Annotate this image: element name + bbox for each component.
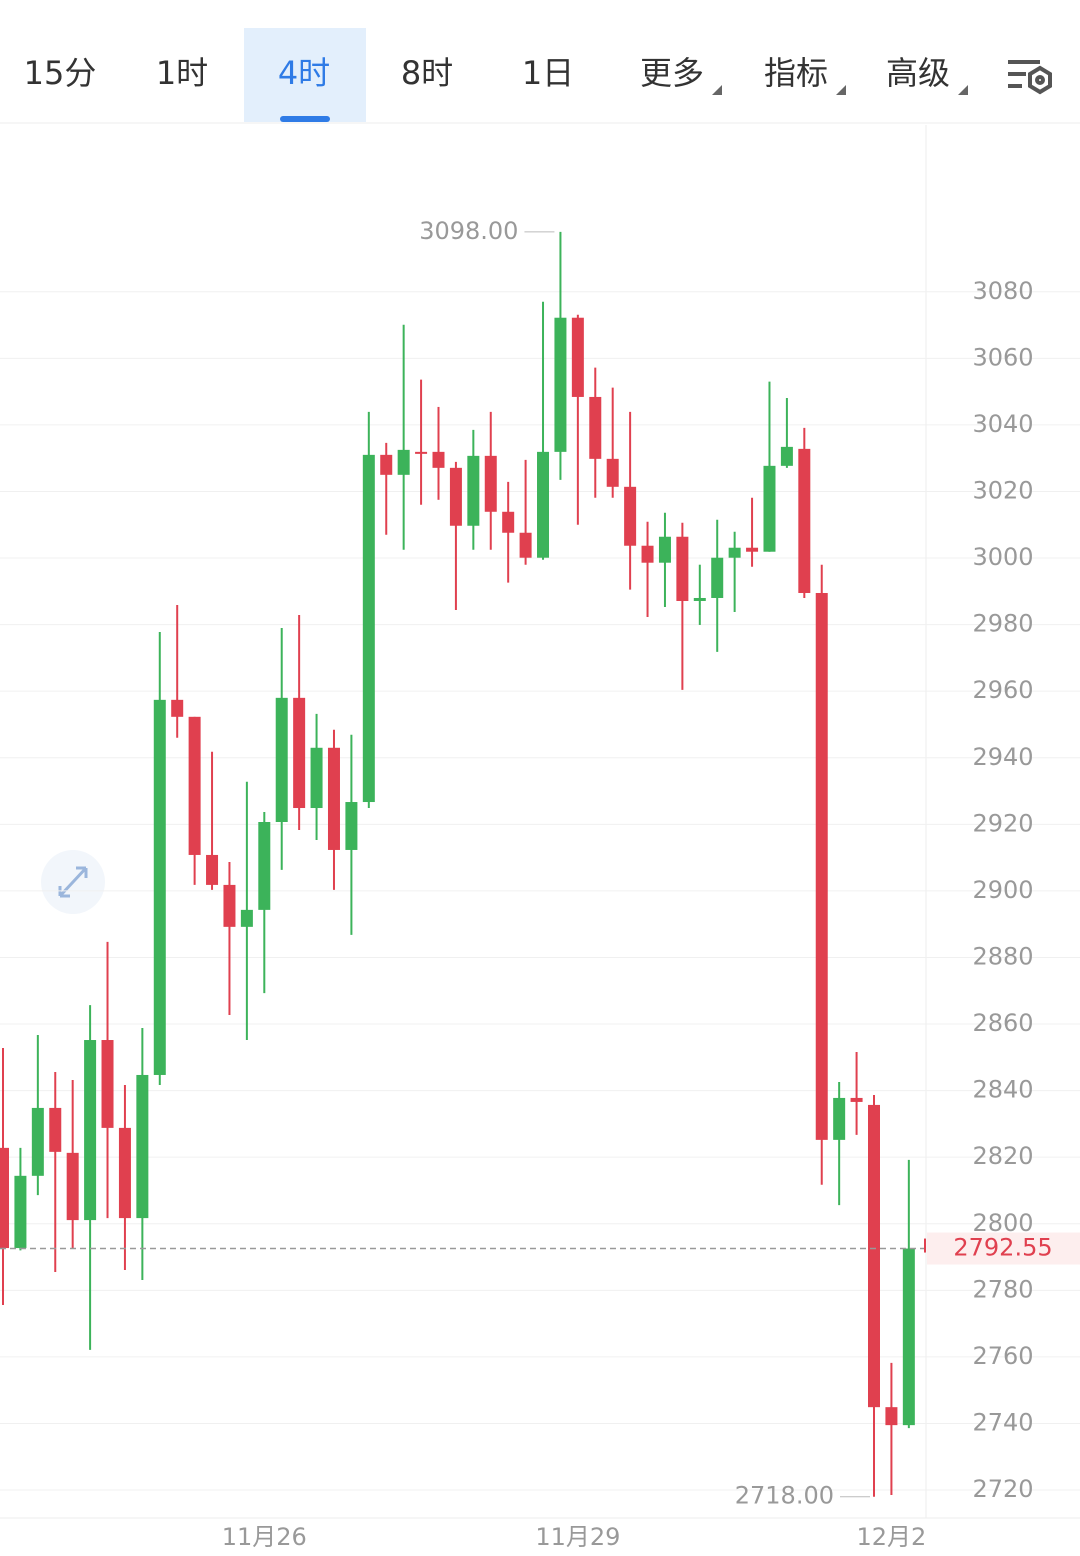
y-tick-label: 2840 — [972, 1076, 1033, 1104]
candle-body — [850, 1097, 863, 1102]
candle-body — [14, 1175, 27, 1249]
candle-body — [310, 747, 323, 809]
x-tick-label: 11月29 — [535, 1523, 620, 1551]
x-tick-label: 12月2 — [857, 1523, 927, 1551]
candle-body — [763, 465, 776, 552]
y-tick-label: 2860 — [972, 1009, 1033, 1037]
tab[interactable]: 指标 — [764, 54, 828, 92]
candle-body — [885, 1407, 898, 1426]
candle-body — [624, 486, 637, 546]
y-tick-label: 2940 — [972, 743, 1033, 771]
y-tick-label: 3080 — [972, 277, 1033, 305]
candle-body — [711, 557, 724, 598]
candle-body — [815, 592, 828, 1140]
y-tick-label: 2920 — [972, 809, 1033, 837]
candle-body — [345, 802, 358, 850]
candle-body — [136, 1074, 149, 1219]
candle-body — [432, 451, 445, 468]
y-tick-label: 2880 — [972, 942, 1033, 970]
x-tick-label: 11月26 — [222, 1523, 307, 1551]
y-tick-label: 3000 — [972, 543, 1033, 571]
candle-body — [206, 854, 219, 885]
candle-body — [31, 1107, 44, 1176]
y-tick-label: 2900 — [972, 876, 1033, 904]
tab[interactable]: 15分 — [24, 54, 97, 92]
candle-body — [171, 699, 184, 717]
last-price-box — [927, 1232, 1080, 1265]
candle-body — [415, 451, 428, 454]
y-tick-label: 2980 — [972, 610, 1033, 638]
y-tick-label: 2780 — [972, 1275, 1033, 1303]
candle-body — [449, 467, 462, 526]
y-tick-label: 2760 — [972, 1342, 1033, 1370]
candle-body — [537, 451, 550, 558]
y-tick-label: 2740 — [972, 1408, 1033, 1436]
tab[interactable]: 1时 — [156, 54, 208, 92]
tab[interactable]: 8时 — [401, 54, 453, 92]
candle-body — [223, 884, 236, 927]
settings-icon[interactable] — [1008, 60, 1052, 95]
candle-body — [362, 454, 375, 803]
candle-body — [606, 458, 619, 487]
candle-body — [746, 547, 759, 552]
tab[interactable]: 高级 — [886, 54, 950, 92]
candle-body — [554, 317, 567, 452]
candle-body — [833, 1097, 846, 1140]
candle-body — [571, 317, 584, 397]
candle-body — [327, 747, 340, 850]
candle-body — [118, 1127, 131, 1219]
low-marker-label: 2718.00 — [735, 1482, 834, 1510]
tab[interactable]: 更多 — [640, 54, 704, 92]
high-marker-label: 3098.00 — [419, 217, 518, 245]
candle-body — [293, 697, 306, 809]
tab[interactable]: 4时 — [278, 54, 330, 92]
candle-body — [658, 536, 671, 563]
dropdown-arrows — [712, 85, 968, 95]
y-tick-label: 2720 — [972, 1475, 1033, 1503]
candle-body — [502, 511, 515, 533]
candle-body — [519, 532, 532, 558]
candle-body — [641, 545, 654, 563]
y-tick-label: 3060 — [972, 343, 1033, 371]
candle-body — [780, 446, 793, 466]
candle-body — [484, 455, 497, 512]
last-price-label: 2792.55 — [953, 1234, 1052, 1262]
candle-body — [0, 1147, 9, 1249]
candle-body — [188, 716, 201, 855]
candle-body — [49, 1107, 62, 1152]
expand-button[interactable] — [41, 850, 105, 914]
candle-body — [868, 1104, 880, 1408]
candle-body — [397, 449, 410, 475]
y-tick-label: 2800 — [972, 1209, 1033, 1237]
candle-body — [380, 454, 393, 475]
candle-body — [693, 597, 706, 601]
y-tick-label: 2960 — [972, 676, 1033, 704]
candle-body — [589, 396, 602, 459]
candle-body — [676, 536, 689, 601]
active-tab-indicator — [280, 116, 330, 122]
y-tick-label: 2820 — [972, 1142, 1033, 1170]
candle-body — [902, 1248, 915, 1426]
candle-body — [66, 1152, 79, 1221]
active-tab-bg — [244, 28, 366, 122]
candle-body — [467, 455, 480, 526]
y-tick-label: 3020 — [972, 476, 1033, 504]
candle-body — [101, 1040, 114, 1128]
candle-body — [275, 697, 288, 822]
candle-body — [84, 1040, 97, 1221]
candle-body — [258, 821, 271, 910]
candle-body — [153, 699, 166, 1075]
candle-body — [728, 547, 741, 558]
tab[interactable]: 1日 — [522, 54, 574, 92]
candle-body — [798, 448, 811, 593]
y-tick-label: 3040 — [972, 410, 1033, 438]
candle-body — [240, 909, 253, 927]
